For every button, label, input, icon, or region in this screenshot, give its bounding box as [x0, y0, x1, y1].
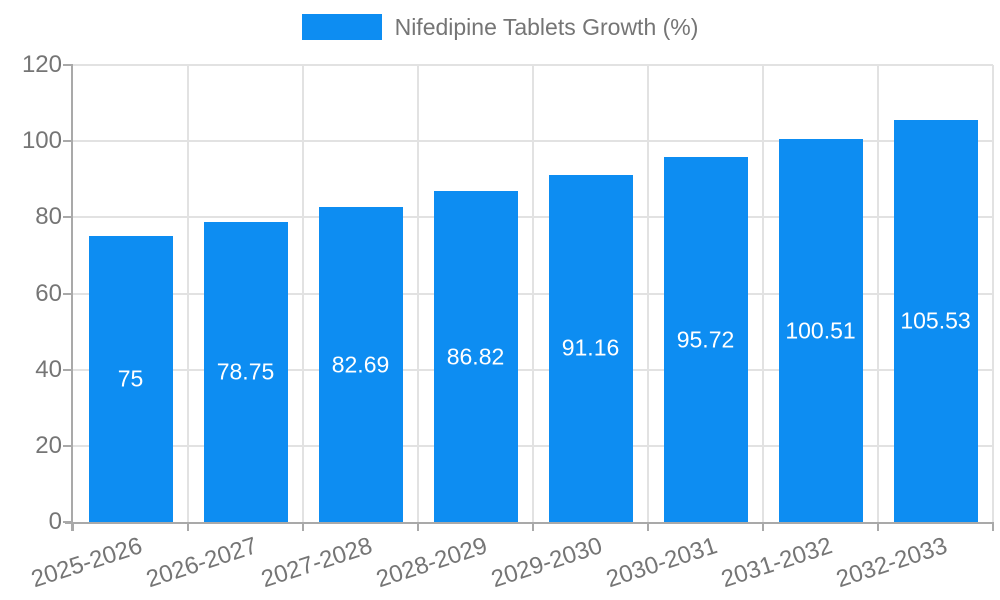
- bar-value-label: 78.75: [216, 358, 275, 385]
- gridline-vertical: [417, 65, 419, 522]
- x-tick-label: 2031-2032: [717, 532, 836, 594]
- x-axis-tick: [72, 523, 74, 531]
- x-axis-tick: [532, 523, 534, 531]
- x-tick-label: 2029-2030: [487, 532, 606, 594]
- gridline-vertical: [532, 65, 534, 522]
- y-tick-label: 120: [21, 51, 62, 78]
- x-axis-line: [65, 522, 994, 524]
- y-axis-line: [71, 65, 73, 531]
- x-axis-tick: [992, 523, 994, 531]
- x-tick-label: 2027-2028: [257, 532, 376, 594]
- x-tick-label: 2028-2029: [372, 532, 491, 594]
- y-tick-label: 20: [35, 431, 62, 459]
- bar[interactable]: [203, 222, 288, 522]
- x-axis-tick: [877, 523, 879, 531]
- bar[interactable]: [88, 236, 173, 522]
- bar[interactable]: [548, 174, 633, 522]
- x-axis-tick: [762, 523, 764, 531]
- y-tick-label: 80: [35, 203, 62, 231]
- bar[interactable]: [663, 157, 748, 522]
- x-tick-label: 2026-2027: [142, 532, 261, 594]
- y-axis-tick: [63, 444, 73, 447]
- y-tick-label: 0: [48, 508, 62, 535]
- x-tick-label: 2030-2031: [602, 532, 721, 594]
- gridline-vertical: [992, 65, 994, 522]
- bar[interactable]: [318, 207, 403, 522]
- y-tick-label: 40: [35, 355, 62, 383]
- x-tick-label: 2032-2033: [832, 532, 951, 594]
- gridline-vertical: [187, 65, 189, 522]
- bar-value-label: 100.51: [785, 317, 856, 344]
- y-axis-tick: [63, 216, 73, 219]
- bar-value-label: 86.82: [446, 343, 505, 370]
- bar[interactable]: [433, 191, 518, 522]
- gridline-vertical: [302, 65, 304, 522]
- y-axis-tick: [63, 368, 73, 371]
- bar-value-label: 82.69: [331, 351, 390, 378]
- x-tick-label: 2025-2026: [27, 532, 146, 594]
- bar-value-label: 105.53: [900, 307, 971, 334]
- y-tick-label: 100: [21, 127, 62, 155]
- y-axis-tick: [63, 64, 73, 66]
- bar-value-label: 75: [117, 365, 144, 392]
- x-axis-tick: [647, 523, 649, 531]
- legend-item[interactable]: Nifedipine Tablets Growth (%): [301, 13, 699, 40]
- y-axis-tick: [63, 140, 73, 143]
- legend-label: Nifedipine Tablets Growth (%): [394, 13, 699, 40]
- bar[interactable]: [778, 139, 863, 522]
- gridline-vertical: [762, 65, 764, 522]
- x-axis-tick: [187, 523, 189, 531]
- x-axis-tick: [302, 523, 304, 531]
- gridline-vertical: [647, 65, 649, 522]
- bar-value-label: 95.72: [676, 326, 735, 353]
- legend: Nifedipine Tablets Growth (%): [0, 14, 1000, 40]
- bar-value-label: 91.16: [561, 334, 620, 361]
- y-axis-tick: [63, 292, 73, 295]
- x-axis-tick: [417, 523, 419, 531]
- y-tick-label: 60: [35, 279, 62, 307]
- legend-swatch-icon: [301, 14, 382, 40]
- gridline-vertical: [877, 65, 879, 522]
- bar[interactable]: [893, 120, 978, 522]
